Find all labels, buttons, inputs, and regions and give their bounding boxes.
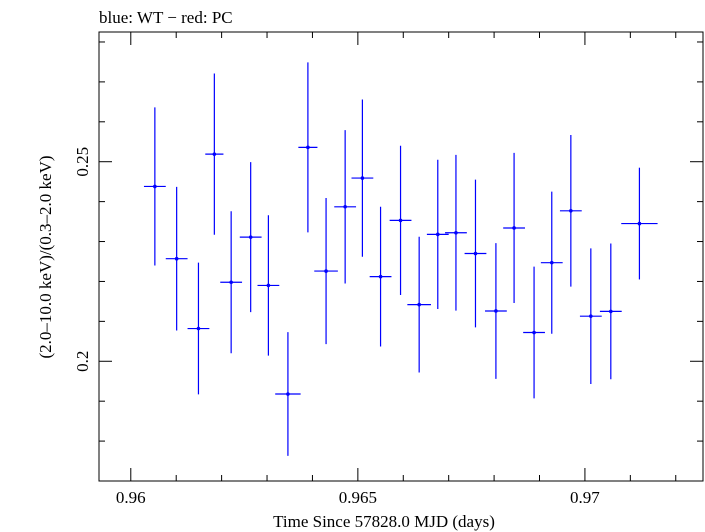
y-tick-label: 0.25 <box>73 147 92 177</box>
data-point <box>599 243 622 380</box>
point-marker <box>454 230 458 235</box>
point-marker <box>248 235 253 239</box>
axis-ticks <box>99 32 703 482</box>
point-marker <box>378 274 383 279</box>
point-marker <box>174 256 179 261</box>
data-point <box>445 154 467 311</box>
point-marker <box>229 280 233 285</box>
data-point <box>389 145 412 296</box>
data-point <box>239 162 262 313</box>
point-marker <box>196 326 201 331</box>
point-marker <box>417 302 421 307</box>
x-axis-label: Time Since 57828.0 MJD (days) <box>273 512 495 531</box>
data-point <box>579 248 602 385</box>
data-point <box>503 152 525 303</box>
x-tick-label: 0.97 <box>570 488 600 507</box>
data-point <box>165 186 188 331</box>
data-point <box>351 99 374 257</box>
point-marker <box>549 260 554 265</box>
point-marker <box>569 209 573 213</box>
data-point <box>540 191 563 334</box>
data-point <box>485 243 507 379</box>
y-axis-label: (2.0–10.0 keV)/(0.3–2.0 keV) <box>36 155 55 358</box>
point-marker <box>435 232 440 237</box>
data-point <box>464 179 487 328</box>
point-marker <box>212 152 217 156</box>
point-marker <box>494 309 498 313</box>
data-series <box>143 62 658 456</box>
data-point <box>187 262 210 395</box>
point-marker <box>266 283 271 288</box>
data-point <box>523 266 545 399</box>
data-point <box>298 62 318 233</box>
point-marker <box>153 184 157 189</box>
point-marker <box>306 145 310 150</box>
data-point <box>314 198 338 345</box>
data-point <box>275 332 301 456</box>
point-marker <box>473 251 478 256</box>
point-marker <box>398 218 403 223</box>
data-point <box>369 206 392 347</box>
point-marker <box>286 392 290 396</box>
plot-frame <box>98 31 704 482</box>
data-point <box>334 130 357 284</box>
data-point <box>143 107 166 266</box>
data-point <box>426 159 449 309</box>
data-point <box>257 215 280 356</box>
point-marker <box>637 221 642 226</box>
data-point <box>205 73 224 235</box>
data-point <box>220 211 243 354</box>
point-marker <box>324 269 328 273</box>
x-tick-label: 0.965 <box>339 488 377 507</box>
chart-title: blue: WT − red: PC <box>99 8 233 27</box>
data-point <box>407 236 431 373</box>
axis-tick-labels: 0.96 0.965 0.97 0.2 0.25 <box>73 147 600 507</box>
data-point <box>621 167 658 280</box>
data-point <box>559 134 582 287</box>
y-tick-label: 0.2 <box>73 351 92 372</box>
point-marker <box>589 314 593 318</box>
point-marker <box>532 330 536 335</box>
point-marker <box>512 226 516 230</box>
x-tick-label: 0.96 <box>116 488 146 507</box>
point-marker <box>360 176 365 180</box>
point-marker <box>609 309 613 314</box>
point-marker <box>343 205 347 209</box>
